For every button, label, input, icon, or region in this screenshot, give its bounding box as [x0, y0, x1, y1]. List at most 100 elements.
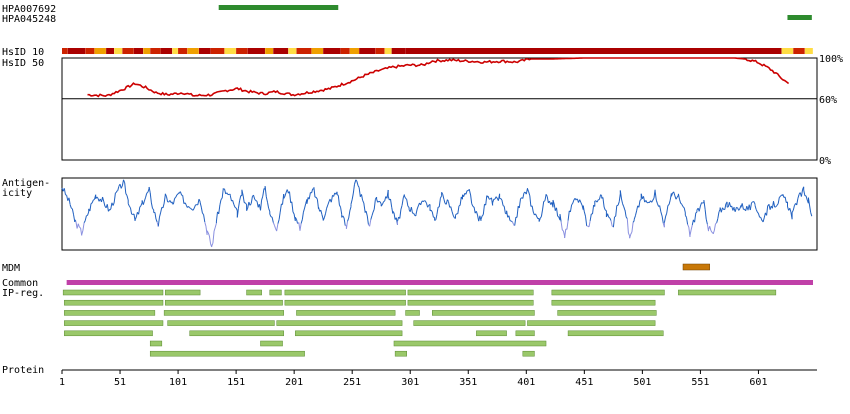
antigenicity-trace	[208, 233, 209, 236]
antigenicity-trace	[326, 208, 327, 213]
antigenicity-trace	[425, 201, 426, 204]
antigenicity-trace	[357, 181, 358, 186]
antigenicity-trace	[416, 209, 417, 215]
antibody-bar	[219, 5, 339, 10]
antigenicity-trace	[660, 206, 661, 212]
antigenicity-trace	[593, 205, 594, 214]
ip-region-segment	[277, 321, 402, 326]
protein-axis-tick-label: 351	[459, 377, 477, 388]
antigenicity-trace	[353, 184, 354, 193]
ip-region-segment	[260, 341, 282, 346]
ip-region-segment	[150, 341, 162, 346]
antigenicity-trace	[519, 199, 520, 208]
antigenicity-trace	[432, 212, 433, 217]
antigenicity-trace	[374, 199, 375, 209]
antigenicity-trace	[597, 200, 598, 202]
antigenicity-trace	[608, 214, 609, 218]
ip-region-segment	[552, 300, 655, 305]
antigenicity-trace	[690, 230, 691, 235]
antigenicity-trace	[544, 201, 545, 202]
antigenicity-trace	[471, 195, 472, 204]
conservation-segment	[323, 48, 340, 54]
ip-region-segment	[395, 351, 407, 356]
antigenicity-trace	[655, 191, 656, 200]
antibody-bar	[787, 15, 811, 20]
antigenicity-trace	[82, 231, 83, 235]
antigenicity-trace	[349, 211, 350, 219]
conservation-segment	[288, 48, 296, 54]
antigenicity-trace	[382, 202, 383, 205]
conservation-segment	[95, 48, 106, 54]
antigenicity-trace	[312, 189, 313, 193]
antigenicity-trace	[667, 206, 668, 214]
ip-region-segment	[64, 331, 152, 336]
antigenicity-trace	[111, 203, 112, 209]
antigenicity-trace	[407, 199, 408, 206]
antigenicity-trace	[589, 221, 590, 227]
antigenicity-trace	[417, 206, 418, 209]
antigenicity-trace	[213, 231, 214, 243]
conservation-segment	[143, 48, 150, 54]
antigenicity-trace	[243, 195, 244, 202]
antigenicity-trace	[90, 204, 91, 211]
conservation-segment	[178, 48, 187, 54]
antigenicity-trace	[584, 212, 585, 217]
antigenicity-trace	[562, 230, 563, 231]
antigenicity-trace	[685, 215, 686, 217]
antigenicity-trace	[84, 221, 85, 223]
antigenicity-trace	[277, 224, 278, 231]
antigenicity-trace	[144, 197, 145, 201]
antigenicity-trace	[806, 196, 807, 200]
antigenicity-trace	[755, 205, 756, 209]
antigenicity-trace	[718, 212, 719, 219]
antigenicity-trace	[185, 203, 186, 205]
protein-axis-label: Protein	[2, 365, 44, 376]
antigenicity-trace	[625, 210, 626, 217]
ip-region-segment	[432, 310, 534, 315]
antigenicity-trace	[523, 193, 524, 199]
antigenicity-trace	[189, 206, 190, 207]
antigenicity-trace	[452, 211, 453, 215]
antigenicity-trace	[609, 217, 610, 218]
conservation-segment	[225, 48, 236, 54]
conservation-segment	[134, 48, 143, 54]
ip-region-segment	[64, 310, 155, 315]
antigenicity-trace	[439, 198, 440, 207]
ip-region-segment	[285, 300, 406, 305]
antigenicity-trace	[163, 203, 164, 208]
antigenicity-trace	[113, 202, 114, 205]
conservation-segment	[85, 48, 94, 54]
conservation-segment	[187, 48, 198, 54]
hsid-10-label: HsID 10	[2, 47, 44, 58]
antigenicity-trace	[127, 196, 128, 200]
antigenicity-trace	[623, 204, 624, 207]
antigenicity-trace	[230, 196, 231, 201]
antigenicity-trace	[355, 180, 356, 184]
antigenicity-trace	[93, 199, 94, 200]
antigenicity-trace	[160, 212, 161, 217]
antigenicity-trace	[193, 208, 194, 210]
antigenicity-trace	[406, 198, 407, 199]
ip-region-segment	[165, 290, 200, 295]
protein-axis-tick-label: 51	[114, 377, 126, 388]
antigenicity-trace	[687, 217, 688, 224]
antigenicity-trace	[220, 200, 221, 205]
antigenicity-trace	[631, 232, 632, 234]
antigenicity-trace	[131, 208, 132, 214]
antigenicity-trace	[190, 208, 191, 209]
antigenicity-trace	[198, 199, 199, 205]
antigenicity-trace	[537, 217, 538, 219]
ip-region-segment	[414, 321, 525, 326]
antigenicity-trace	[372, 212, 373, 216]
antigenicity-trace	[507, 211, 508, 218]
antigenicity-trace	[69, 198, 70, 205]
antigenicity-trace	[327, 205, 328, 208]
conservation-segment	[114, 48, 122, 54]
antibody-label: HPA045248	[2, 14, 56, 25]
antigenicity-trace	[72, 209, 73, 215]
antigenicity-trace	[270, 214, 271, 217]
antigenicity-trace	[797, 198, 798, 205]
antigenicity-trace	[611, 221, 612, 227]
antigenicity-trace	[451, 207, 452, 212]
antigenicity-trace	[83, 223, 84, 231]
